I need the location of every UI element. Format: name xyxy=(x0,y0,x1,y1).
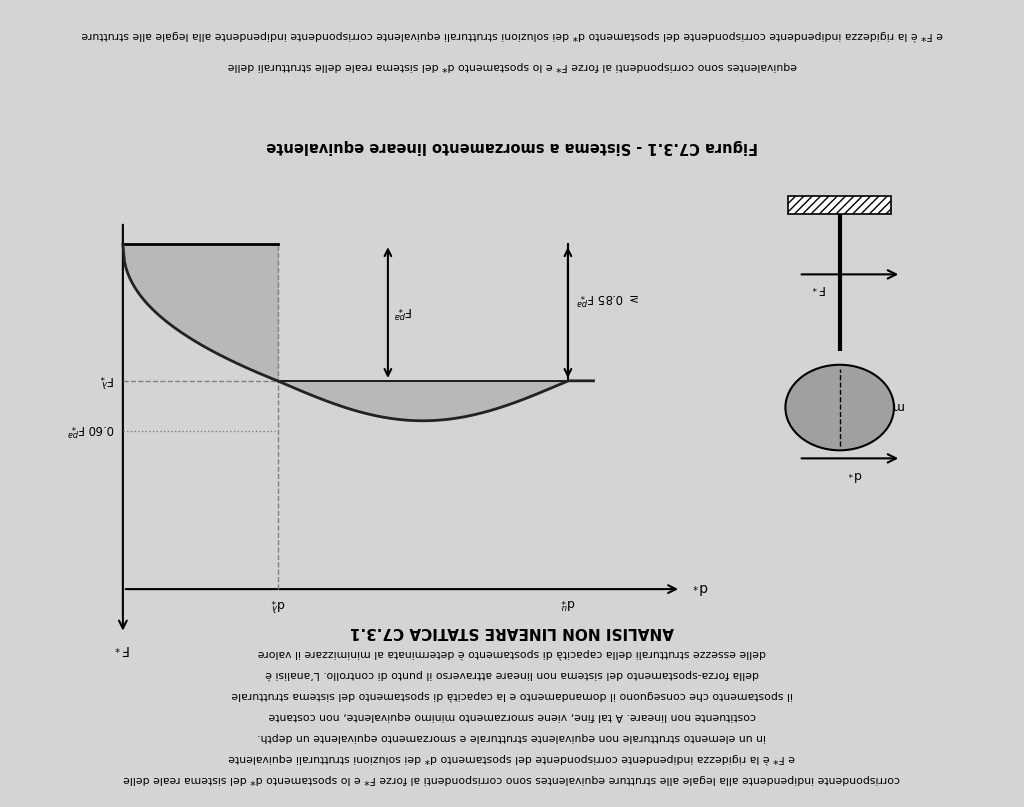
Circle shape xyxy=(785,365,894,450)
Text: F$_*^{pa}$: F$_*^{pa}$ xyxy=(393,306,413,319)
Text: in un elemento strutturale non equivalente strutturale e smorzamento equivalente: in un elemento strutturale non equivalen… xyxy=(258,732,766,742)
Text: $\geq$ 0.85 F$_*^{pa}$: $\geq$ 0.85 F$_*^{pa}$ xyxy=(577,294,642,307)
Text: e F* è la rigidezza indipendente corrispondente del spostamento d* dei soluzioni: e F* è la rigidezza indipendente corrisp… xyxy=(81,30,943,40)
Text: 0.60 F$_*^{pa}$: 0.60 F$_*^{pa}$ xyxy=(67,424,115,437)
Bar xyxy=(788,196,891,214)
Text: equivalentes sono corrispondenti al forze F* e lo spostamento d* del sistema rea: equivalentes sono corrispondenti al forz… xyxy=(227,61,797,70)
Text: delle essezze strutturali della capacità di spostamento è determinata al minimiz: delle essezze strutturali della capacità… xyxy=(258,648,766,659)
Text: costituente non lineare. A tal fine, viene smorzamento minimo equivalente, non c: costituente non lineare. A tal fine, vie… xyxy=(268,711,756,721)
Text: d$_*$: d$_*$ xyxy=(691,582,709,596)
Text: ANALISI NON LINEARE STATICA C7.3.1: ANALISI NON LINEARE STATICA C7.3.1 xyxy=(350,624,674,638)
Text: d$_*$: d$_*$ xyxy=(847,470,863,483)
Text: F$_*$: F$_*$ xyxy=(812,284,826,297)
Text: e F* è la rigidezza indipendente corrispondente del spostamento d* dei soluzioni: e F* è la rigidezza indipendente corrisp… xyxy=(228,753,796,763)
Text: della forza-spostamento del sistema non lineare attraverso il punto di controllo: della forza-spostamento del sistema non … xyxy=(265,669,759,679)
Text: Figura C7.3.1 - Sistema a smorzamento lineare equivalente: Figura C7.3.1 - Sistema a smorzamento li… xyxy=(266,140,758,154)
Text: F$_*^\lambda$: F$_*^\lambda$ xyxy=(99,374,115,387)
Text: F$_*$: F$_*$ xyxy=(115,644,131,658)
Text: il spostamento che conseguono il domandamento e la capacità di spostamento del s: il spostamento che conseguono il domanda… xyxy=(231,690,793,700)
Text: d$_*^\lambda$: d$_*^\lambda$ xyxy=(269,599,286,613)
Text: corrispondente indipendente alla legale alle strutture equivalentes sono corrisp: corrispondente indipendente alla legale … xyxy=(124,774,900,784)
Text: d$_*^u$: d$_*^u$ xyxy=(560,599,575,612)
Text: m$_*$: m$_*$ xyxy=(886,401,906,414)
